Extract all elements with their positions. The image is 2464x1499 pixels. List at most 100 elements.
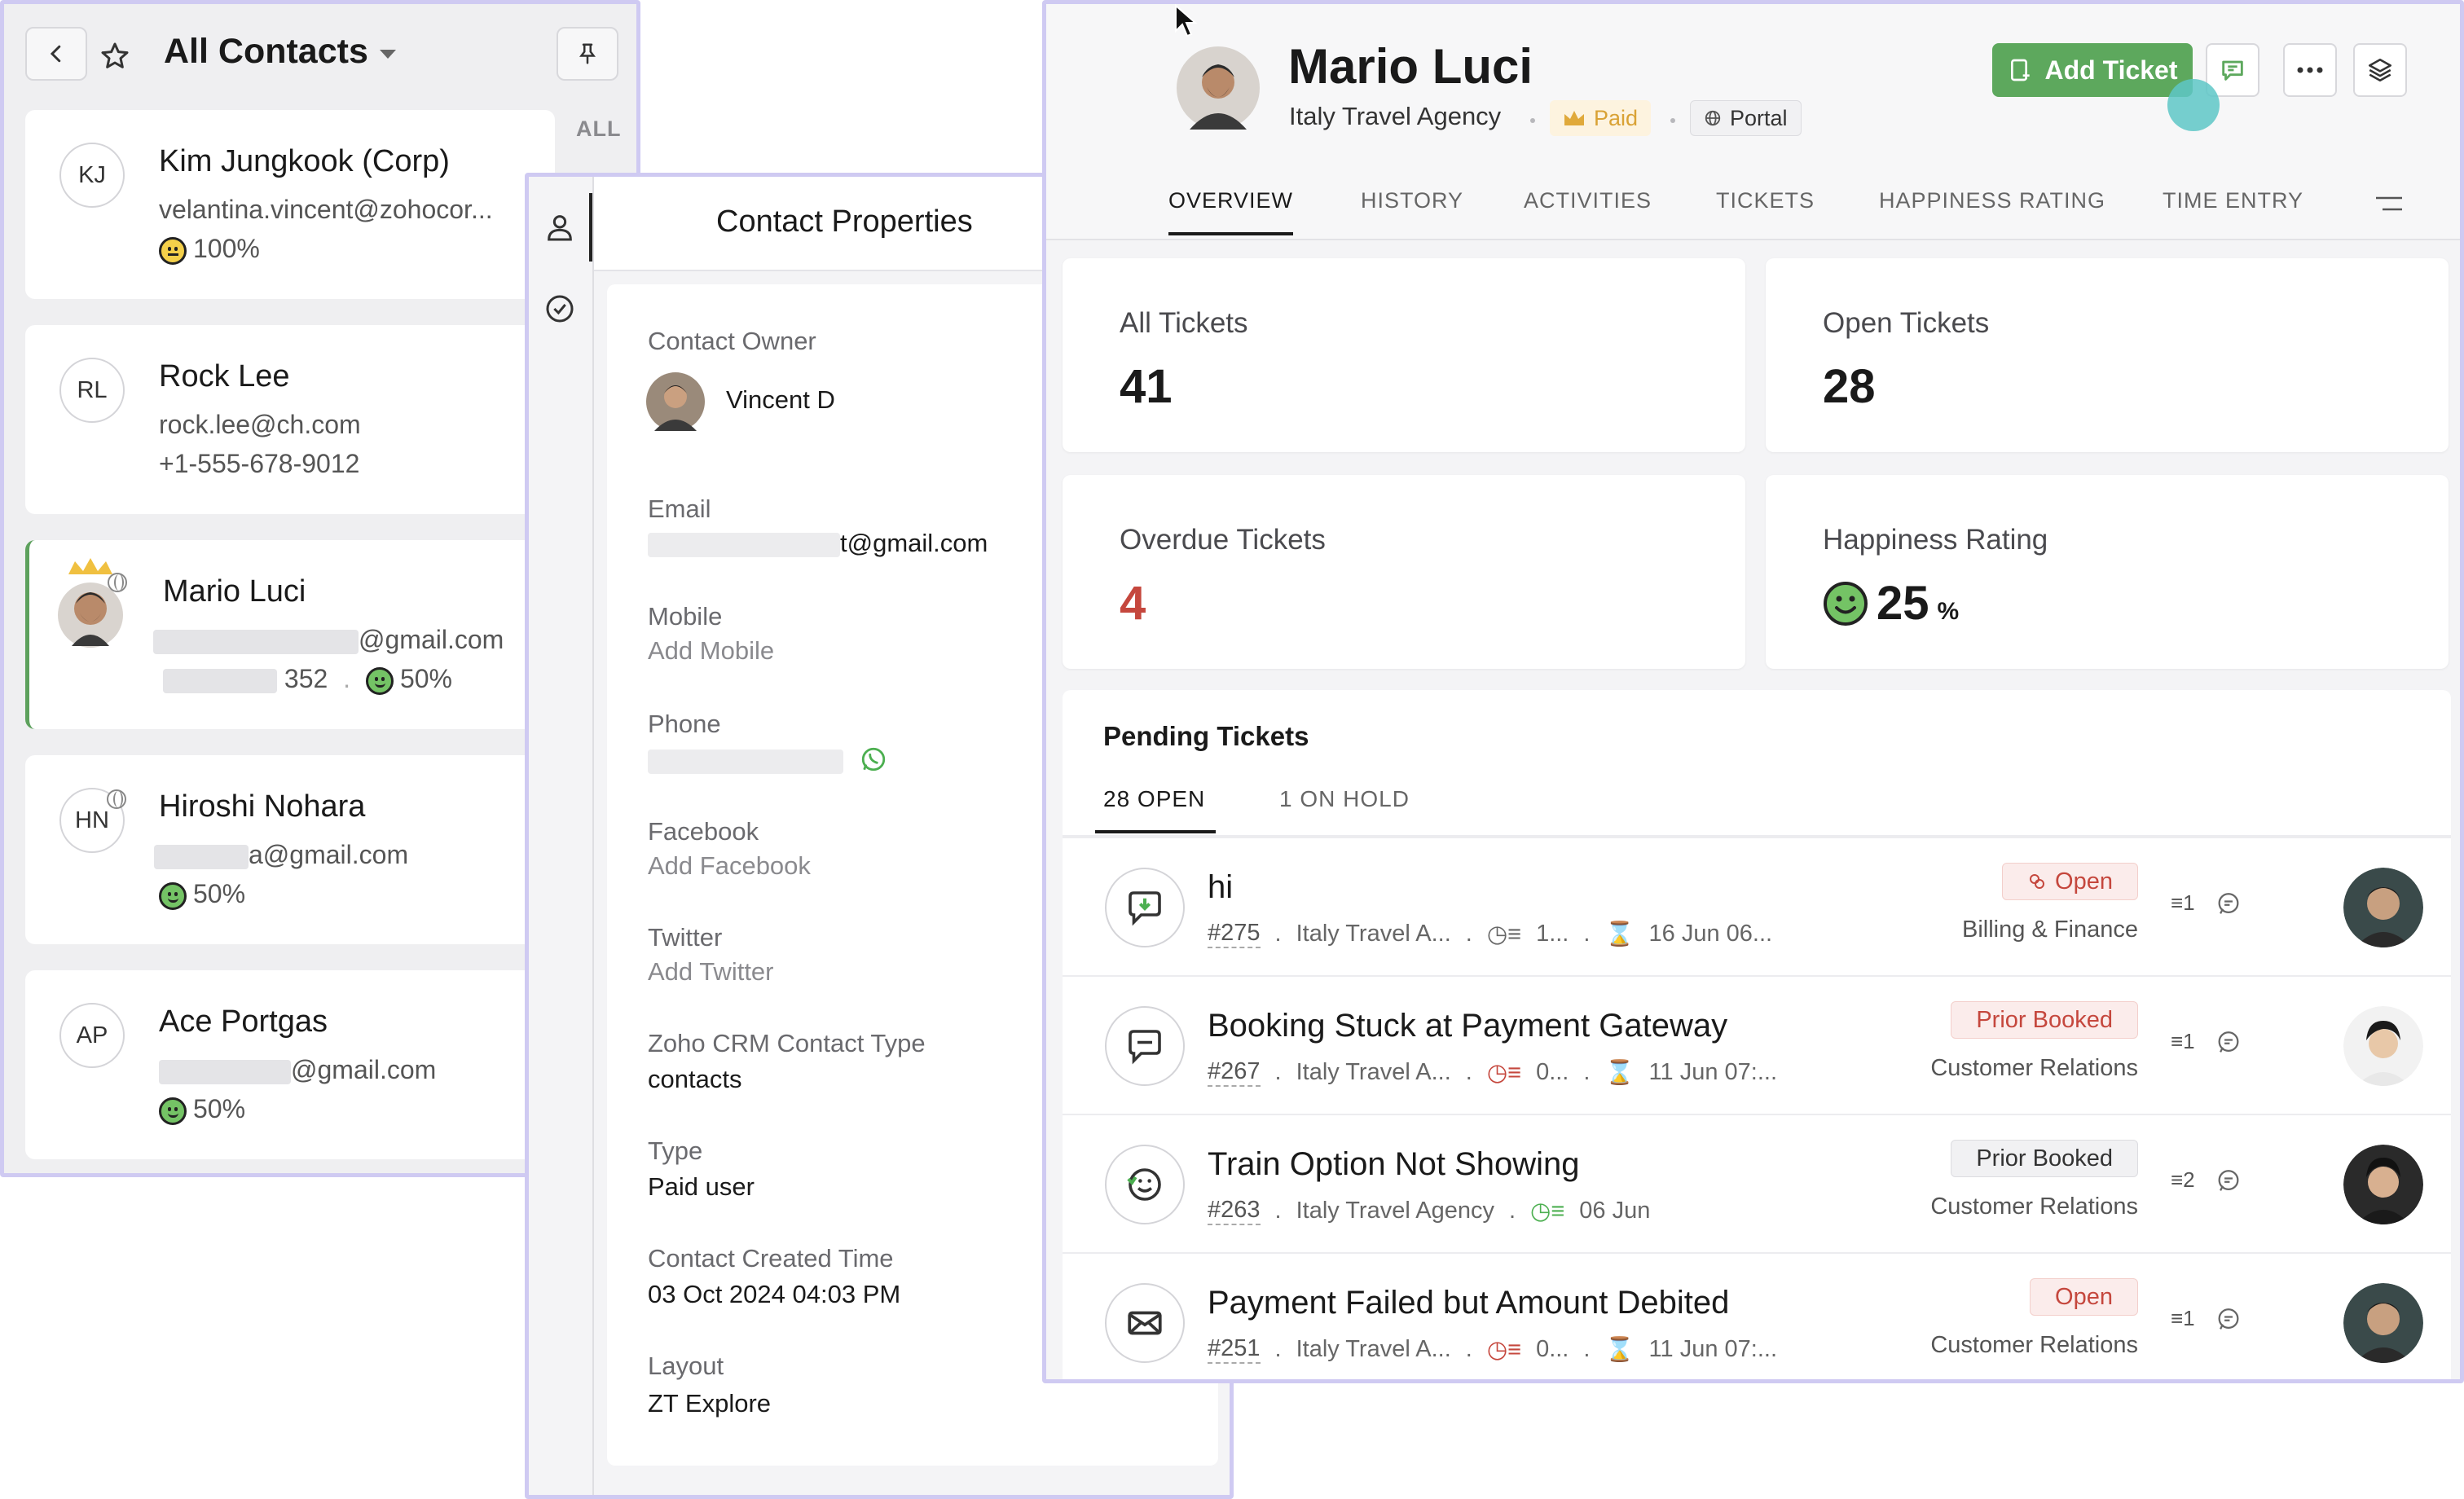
ticket-sla: 1... — [1536, 921, 1569, 947]
separator-dot — [1670, 118, 1675, 123]
add-facebook-field[interactable]: Add Facebook — [648, 851, 811, 880]
ticket-meta: #267 . Italy Travel A... . ◷≡ 0... . ⌛ 1… — [1208, 1058, 1778, 1087]
add-twitter-field[interactable]: Add Twitter — [648, 957, 774, 986]
tab-open-tickets[interactable]: 28 OPEN — [1103, 786, 1206, 811]
thread-count[interactable]: ≡2 — [2171, 1167, 2195, 1192]
stat-label: Open Tickets — [1823, 307, 1990, 339]
ticket-row[interactable]: Payment Failed but Amount Debited #251 .… — [1063, 1252, 2451, 1379]
tab-on-hold-tickets[interactable]: 1 ON HOLD — [1279, 786, 1410, 811]
contact-email: @gmail.com — [159, 1055, 436, 1085]
contact-initials-avatar: RL — [59, 358, 125, 423]
hourglass-icon: ⌛ — [1604, 1059, 1635, 1086]
email-value[interactable]: t@gmail.com — [648, 529, 988, 558]
ticket-number[interactable]: #275 — [1208, 920, 1261, 948]
redacted-mask — [154, 844, 249, 869]
phone-value[interactable] — [648, 745, 843, 775]
thread-count[interactable]: ≡1 — [2171, 890, 2195, 915]
ticket-due: 11 Jun 07:... — [1648, 1336, 1778, 1362]
contact-initials-avatar: KJ — [59, 143, 125, 208]
comment-icon[interactable] — [2215, 1029, 2242, 1057]
contact-email: a@gmail.com — [154, 840, 408, 870]
ticket-subject[interactable]: hi — [1208, 869, 1234, 905]
ticket-sla: 0... — [1536, 1059, 1569, 1085]
crm-type-value[interactable]: contacts — [648, 1065, 742, 1093]
ticket-subject[interactable]: Payment Failed but Amount Debited — [1208, 1285, 1730, 1321]
separator-dot — [1530, 118, 1535, 123]
stat-value: 25 % — [1823, 576, 1959, 631]
ticket-number[interactable]: #267 — [1208, 1058, 1261, 1087]
redacted-mask — [159, 1059, 291, 1084]
pin-button[interactable] — [557, 27, 618, 81]
tab-history[interactable]: HISTORY — [1361, 188, 1464, 213]
status-badge[interactable]: Prior Booked — [1951, 1140, 2138, 1177]
tab-overview[interactable]: OVERVIEW — [1168, 188, 1294, 213]
tab-activities[interactable]: ACTIVITIES — [1524, 188, 1652, 213]
all-tickets-card[interactable]: All Tickets 41 — [1063, 258, 1745, 452]
add-ticket-button[interactable]: Add Ticket — [1992, 43, 2193, 97]
contact-card-selected[interactable]: Mario Luci @gmail.com 352 . 50% — [25, 540, 555, 729]
status-badge[interactable]: Open — [2030, 1278, 2138, 1316]
ticket-sla: 0... — [1536, 1336, 1569, 1362]
neutral-face-icon — [159, 236, 187, 265]
whatsapp-icon[interactable] — [860, 745, 887, 773]
thread-count[interactable]: ≡1 — [2171, 1306, 2195, 1330]
ticket-row[interactable]: hi #275 . Italy Travel A... . ◷≡ 1... . … — [1063, 837, 2451, 975]
contact-card[interactable]: AP Ace Portgas @gmail.com 50% — [25, 970, 555, 1159]
twitter-label: Twitter — [648, 923, 723, 952]
pending-tickets-section: Pending Tickets 28 OPEN 1 ON HOLD hi #27… — [1063, 690, 2451, 1379]
type-value[interactable]: Paid user — [648, 1172, 755, 1201]
view-title: All Contacts — [164, 32, 368, 71]
happiness-rating-card[interactable]: Happiness Rating 25 % — [1766, 475, 2449, 669]
ticket-add-icon — [2010, 59, 2030, 81]
ticket-subject[interactable]: Train Option Not Showing — [1208, 1146, 1580, 1182]
layers-button[interactable] — [2353, 43, 2407, 97]
comment-icon[interactable] — [2215, 1306, 2242, 1334]
status-badge[interactable]: Open — [2002, 863, 2138, 900]
check-circle-icon[interactable] — [543, 292, 576, 325]
tab-menu-icon[interactable] — [2374, 191, 2404, 216]
ticket-subject[interactable]: Booking Stuck at Payment Gateway — [1208, 1008, 1728, 1044]
created-time-label: Contact Created Time — [648, 1244, 894, 1273]
happy-face-icon — [159, 881, 187, 910]
account-name[interactable]: Italy Travel Agency — [1289, 102, 1502, 130]
rail-active-indicator — [589, 193, 592, 262]
divider — [1063, 835, 2451, 837]
view-selector[interactable]: All Contacts — [164, 32, 396, 72]
alpha-filter-all[interactable]: ALL — [576, 116, 622, 141]
crm-type-label: Zoho CRM Contact Type — [648, 1029, 926, 1057]
ticket-account: Italy Travel Agency — [1296, 1198, 1494, 1224]
layout-value[interactable]: ZT Explore — [648, 1389, 772, 1418]
ticket-number[interactable]: #251 — [1208, 1335, 1261, 1364]
thread-count[interactable]: ≡1 — [2171, 1029, 2195, 1053]
ticket-row[interactable]: Train Option Not Showing #263 . Italy Tr… — [1063, 1114, 2451, 1252]
back-button[interactable] — [25, 27, 87, 81]
tab-happiness-rating[interactable]: HAPPINESS RATING — [1879, 188, 2106, 213]
owner-name[interactable]: Vincent D — [726, 385, 835, 414]
ticket-number[interactable]: #263 — [1208, 1197, 1261, 1225]
ticket-account: Italy Travel A... — [1296, 921, 1451, 947]
layout-label: Layout — [648, 1352, 724, 1380]
status-badge[interactable]: Prior Booked — [1951, 1001, 2138, 1039]
open-tickets-card[interactable]: Open Tickets 28 — [1766, 258, 2449, 452]
more-options-button[interactable] — [2283, 43, 2337, 97]
stat-label: All Tickets — [1120, 307, 1248, 339]
add-mobile-field[interactable]: Add Mobile — [648, 636, 775, 665]
comment-icon[interactable] — [2215, 1167, 2242, 1195]
contact-initials-avatar: AP — [59, 1003, 125, 1068]
globe-icon — [1705, 110, 1721, 126]
chat-button[interactable] — [2206, 43, 2259, 97]
overdue-tickets-card[interactable]: Overdue Tickets 4 — [1063, 475, 1745, 669]
globe-icon — [108, 573, 127, 592]
tab-tickets[interactable]: TICKETS — [1716, 188, 1815, 213]
tab-time-entry[interactable]: TIME ENTRY — [2163, 188, 2304, 213]
portal-badge: Portal — [1690, 100, 1802, 136]
ticket-row[interactable]: Booking Stuck at Payment Gateway #267 . … — [1063, 975, 2451, 1114]
contact-card[interactable]: KJ Kim Jungkook (Corp) velantina.vincent… — [25, 110, 555, 299]
stat-label: Happiness Rating — [1823, 524, 2048, 556]
contact-card[interactable]: HN Hiroshi Nohara a@gmail.com 50% — [25, 755, 555, 944]
contact-card[interactable]: RL Rock Lee rock.lee@ch.com +1-555-678-9… — [25, 325, 555, 514]
comment-icon[interactable] — [2215, 890, 2242, 918]
person-icon[interactable] — [543, 211, 576, 244]
ticket-department: Customer Relations — [1930, 1332, 2138, 1358]
star-icon[interactable] — [99, 40, 131, 73]
